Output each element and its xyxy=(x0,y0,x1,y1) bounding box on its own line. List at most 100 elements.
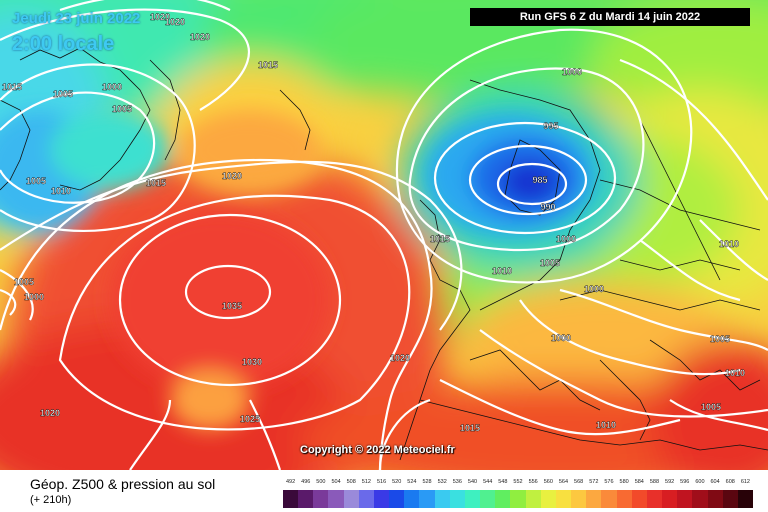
isobar-990 xyxy=(468,144,588,216)
scale-swatch xyxy=(707,490,724,508)
isobar-label-1015: 1015 xyxy=(430,234,450,244)
isobars xyxy=(0,0,768,470)
scale-tick-label: 564 xyxy=(558,479,569,485)
isobar-labels: 1015 1020 1020 1020 1015 1000 1005 1005 1005 1010… xyxy=(2,12,745,433)
isobar-label-1020: 1020 xyxy=(190,32,210,42)
scale-swatch xyxy=(373,490,390,508)
scale-tick-label: 548 xyxy=(498,479,508,485)
scale-tick-label: 492 xyxy=(285,479,296,485)
scale-swatch xyxy=(404,490,420,508)
scale-tick-label: 576 xyxy=(604,479,614,485)
geopotential-map: 1015 1020 1020 1020 1015 1000 1005 1005 1005 1010… xyxy=(0,0,768,470)
scale-swatch xyxy=(586,490,602,508)
isobar-label-1020: 1020 xyxy=(165,17,185,27)
scale-swatch xyxy=(646,490,663,508)
scale-swatch xyxy=(389,490,405,508)
isobar-label-1000: 1000 xyxy=(556,234,576,244)
scale-tick-label: 584 xyxy=(634,479,644,485)
isobar-label-1000: 1000 xyxy=(102,82,122,92)
scale-tick-label: 592 xyxy=(665,479,675,485)
scale-swatch xyxy=(616,490,633,508)
scale-swatch xyxy=(677,490,693,508)
isobar-label-1010: 1010 xyxy=(596,420,616,430)
isobar-label-1020: 1020 xyxy=(222,171,242,181)
legend-title: Géop. Z500 & pression au sol xyxy=(30,476,216,492)
isobar-1015-m xyxy=(0,160,463,331)
isobar-label-1000: 1000 xyxy=(551,333,571,343)
isobar-label-1005: 1005 xyxy=(701,402,721,412)
scale-swatch xyxy=(298,490,314,508)
isobar-label-995: 995 xyxy=(543,121,558,131)
copyright-notice: Copyright © 2022 Meteociel.fr xyxy=(300,444,455,456)
scale-swatch xyxy=(464,490,481,508)
scale-swatch xyxy=(601,490,618,508)
scale-swatch xyxy=(510,490,527,508)
scale-swatch xyxy=(571,490,587,508)
scale-swatch xyxy=(540,490,557,508)
isobar-1005 xyxy=(395,28,693,284)
scale-swatch xyxy=(662,490,678,508)
scale-tick-label: 516 xyxy=(376,479,387,485)
legend-subtitle: (+ 210h) xyxy=(30,494,72,506)
isobar-label-1005: 1005 xyxy=(710,334,730,344)
scale-tick-label: 544 xyxy=(483,479,493,485)
scale-swatch xyxy=(525,490,542,508)
isobar-1030 xyxy=(118,213,342,387)
isobar-label-1005: 1005 xyxy=(53,89,73,99)
scale-tick-label: 596 xyxy=(680,479,690,485)
isobar-1025 xyxy=(58,194,411,431)
scale-swatch xyxy=(358,490,375,508)
isobar-label-1000: 1000 xyxy=(584,284,604,294)
scale-tick-label: 568 xyxy=(574,479,584,485)
scale-tick-label: 504 xyxy=(331,479,341,485)
isobar-label-1005: 1005 xyxy=(26,176,46,186)
scale-tick-label: 604 xyxy=(710,479,720,485)
scale-tick-label: 496 xyxy=(301,479,311,485)
scale-swatch xyxy=(313,490,329,508)
isobar-1000 xyxy=(408,67,645,252)
isobar-label-1015: 1015 xyxy=(146,178,166,188)
forecast-date: Jeudi 23 juin 2022 xyxy=(12,10,141,27)
scale-swatch xyxy=(328,490,345,508)
scale-tick-label: 552 xyxy=(513,479,523,485)
isobar-label-1020: 1020 xyxy=(390,353,410,363)
scale-swatch xyxy=(419,490,436,508)
scale-tick-label: 540 xyxy=(467,479,478,485)
isobar-label-985: 985 xyxy=(532,175,547,185)
isobar-label-1015: 1015 xyxy=(460,423,480,433)
scale-tick-label: 532 xyxy=(437,479,447,485)
color-scale-ticks: 492 496 500 504 508 512 516 520 524 528 532 536 540 5… xyxy=(283,479,753,489)
isobar-label-1020: 1020 xyxy=(40,408,60,418)
scale-tick-label: 536 xyxy=(452,479,462,485)
forecast-local-time: 2:00 locale xyxy=(12,33,115,55)
isobar-label-1005: 1005 xyxy=(540,258,560,268)
scale-tick-label: 556 xyxy=(528,479,538,485)
isobar-label-990: 990 xyxy=(540,202,555,212)
isobar-985 xyxy=(496,162,568,206)
scale-tick-label: 520 xyxy=(392,479,402,485)
isobar-label-1010: 1010 xyxy=(492,266,512,276)
isobar-label-1015: 1015 xyxy=(2,82,22,92)
scale-swatch xyxy=(480,490,496,508)
scale-tick-label: 512 xyxy=(361,479,371,485)
scale-tick-label: 572 xyxy=(589,479,599,485)
isobar-995 xyxy=(433,121,617,235)
run-info-banner: Run GFS 6 Z du Mardi 14 juin 2022 xyxy=(470,8,750,26)
scale-swatch xyxy=(692,490,708,508)
scale-swatch xyxy=(737,490,754,508)
scale-tick-label: 588 xyxy=(649,479,660,485)
isobar-label-1010: 1010 xyxy=(51,186,71,196)
isobar-1035 xyxy=(184,264,272,320)
scale-tick-label: 508 xyxy=(346,479,356,485)
scale-tick-label: 608 xyxy=(725,479,735,485)
z500-color-field xyxy=(0,0,768,470)
scale-swatch xyxy=(434,490,451,508)
scale-tick-label: 612 xyxy=(740,479,750,485)
scale-tick-label: 528 xyxy=(422,479,432,485)
scale-swatch xyxy=(495,490,511,508)
isobar-label-1000: 1000 xyxy=(562,67,582,77)
color-scale-bar xyxy=(283,490,754,508)
scale-tick-label: 560 xyxy=(543,479,553,485)
isobar-label-1015: 1015 xyxy=(258,60,278,70)
